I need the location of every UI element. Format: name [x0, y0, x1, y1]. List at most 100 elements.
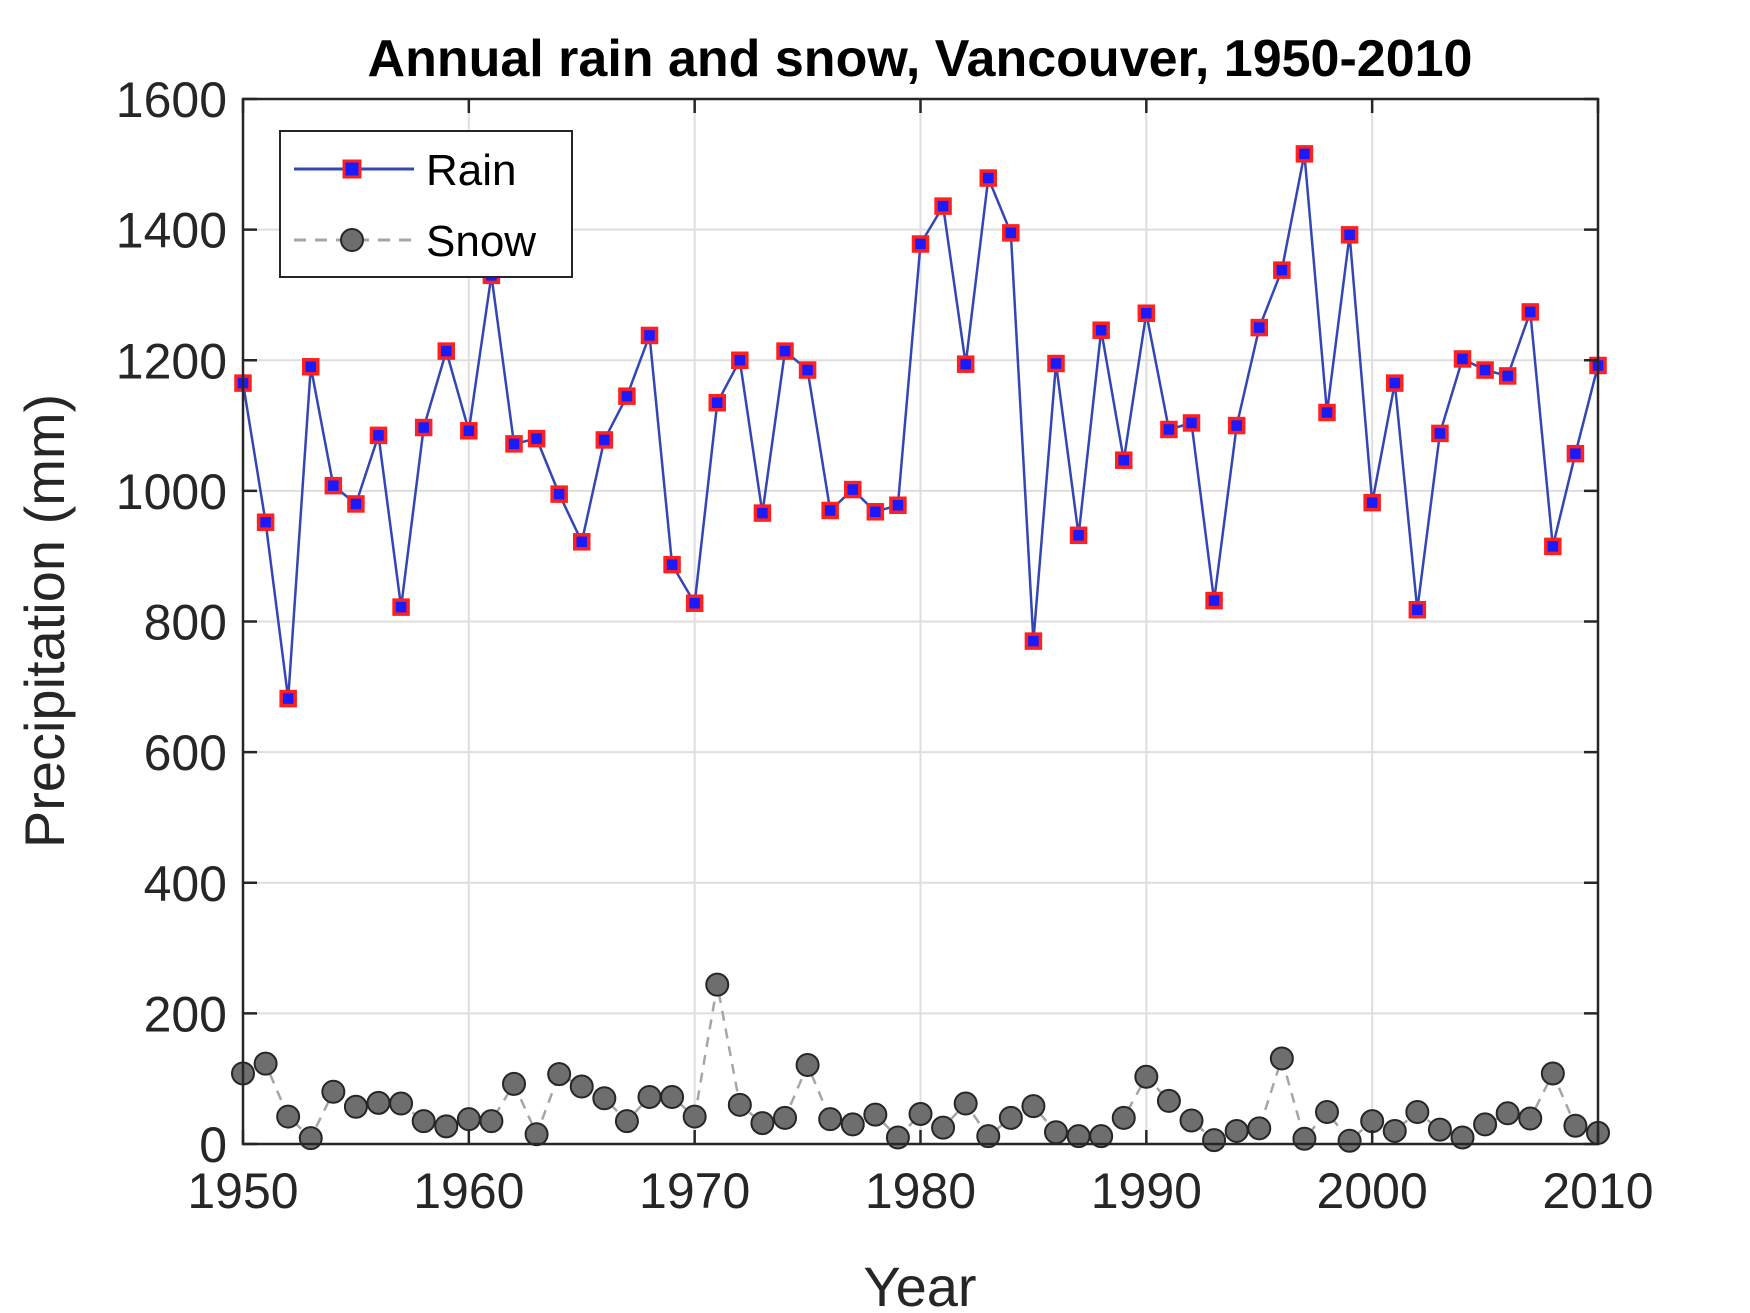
y-tick-label: 1000 — [116, 464, 227, 520]
rain-point — [347, 495, 365, 513]
legend-box — [279, 130, 573, 278]
rain-point — [1047, 354, 1065, 373]
rain-point — [1002, 224, 1020, 242]
rain-point — [776, 342, 794, 360]
snow-point — [1315, 1099, 1339, 1124]
rain-point — [1205, 591, 1223, 610]
snow-point — [321, 1079, 346, 1104]
legend-rain-marker — [342, 159, 362, 179]
snow-point — [524, 1122, 549, 1147]
snow-point — [502, 1071, 526, 1096]
snow-point — [840, 1112, 865, 1137]
rain-point — [731, 351, 749, 369]
y-tick-label: 1400 — [116, 203, 227, 259]
rain-point — [934, 197, 952, 215]
rain-point — [685, 594, 704, 612]
x-tick-label: 1970 — [639, 1163, 750, 1219]
rain-point — [1227, 416, 1246, 435]
snow-point — [705, 972, 730, 997]
rain-point — [1363, 493, 1381, 512]
snow-point — [1111, 1105, 1136, 1130]
snow-point — [1269, 1046, 1294, 1071]
rain-point — [550, 485, 568, 503]
snow-point — [1563, 1113, 1588, 1138]
snow-point — [953, 1091, 978, 1116]
y-tick-label: 400 — [144, 856, 227, 912]
rain-point — [392, 598, 410, 616]
rain-point — [956, 355, 975, 373]
snow-point — [456, 1107, 481, 1132]
rain-point — [821, 501, 839, 520]
snow-point — [411, 1109, 436, 1134]
y-tick-label: 0 — [199, 1117, 227, 1173]
legend: Rain Snow — [279, 130, 573, 278]
snow-point — [1089, 1124, 1114, 1149]
snow-point — [1247, 1116, 1272, 1141]
snow-point — [434, 1114, 459, 1139]
legend-snow-marker — [340, 228, 364, 252]
snow-point — [1156, 1088, 1181, 1113]
x-axis-label: Year — [863, 1255, 976, 1313]
rain-point — [753, 504, 772, 522]
x-tick-label: 1960 — [413, 1163, 524, 1219]
rain-point — [1386, 374, 1404, 392]
snow-point — [389, 1091, 414, 1116]
snow-point — [1292, 1126, 1317, 1151]
rain-point — [979, 169, 997, 187]
rain-point — [414, 418, 433, 437]
rain-point — [1295, 145, 1314, 163]
rain-point — [1024, 632, 1043, 650]
y-tick-label: 200 — [144, 986, 227, 1042]
snow-point — [1202, 1128, 1227, 1153]
snow-point — [750, 1111, 775, 1136]
snow-point — [1224, 1118, 1249, 1143]
rain-point — [1273, 261, 1291, 279]
snow-point — [818, 1107, 843, 1132]
snow-point — [1495, 1101, 1520, 1126]
snow-point — [863, 1102, 888, 1127]
rain-point — [1521, 303, 1539, 321]
snow-point — [1134, 1064, 1159, 1089]
x-tick-label: 2010 — [1542, 1163, 1653, 1219]
snow-point — [976, 1124, 1001, 1149]
snow-point — [479, 1109, 504, 1134]
rain-point — [640, 326, 659, 345]
snow-point — [1021, 1094, 1046, 1119]
rain-point — [1476, 361, 1494, 379]
rain-point — [708, 393, 726, 412]
rain-point — [1069, 526, 1088, 545]
rain-point — [1408, 600, 1427, 619]
rain-point — [1137, 304, 1156, 322]
snow-point — [1405, 1099, 1430, 1124]
rain-point — [527, 429, 546, 448]
chart-title: Annual rain and snow, Vancouver, 1950-20… — [368, 30, 1473, 88]
y-tick-label: 800 — [144, 595, 227, 651]
rain-point — [889, 496, 907, 514]
rain-point — [1431, 424, 1449, 443]
rain-point — [618, 387, 636, 405]
rain-point — [1544, 537, 1562, 556]
rain-point — [1498, 367, 1517, 385]
snow-point — [343, 1094, 368, 1119]
y-tick-label: 1600 — [116, 72, 227, 128]
snow-point — [773, 1105, 797, 1130]
rain-point — [663, 555, 681, 574]
snow-point — [276, 1104, 301, 1129]
rain-point — [1250, 318, 1268, 337]
rain-point — [302, 358, 320, 376]
snow-point — [660, 1084, 685, 1109]
x-tick-label: 1990 — [1091, 1163, 1202, 1219]
rain-point — [1566, 444, 1585, 463]
x-tick-label: 2000 — [1317, 1163, 1428, 1219]
snow-point — [1044, 1120, 1068, 1145]
rain-point — [279, 689, 297, 708]
rain-point — [573, 533, 591, 551]
snow-point — [569, 1074, 594, 1099]
rain-point — [1182, 414, 1201, 432]
x-tick-label: 1980 — [865, 1163, 976, 1219]
rain-point — [911, 235, 930, 253]
snow-point — [998, 1105, 1023, 1130]
snow-point — [637, 1084, 662, 1109]
rain-point — [460, 422, 478, 440]
